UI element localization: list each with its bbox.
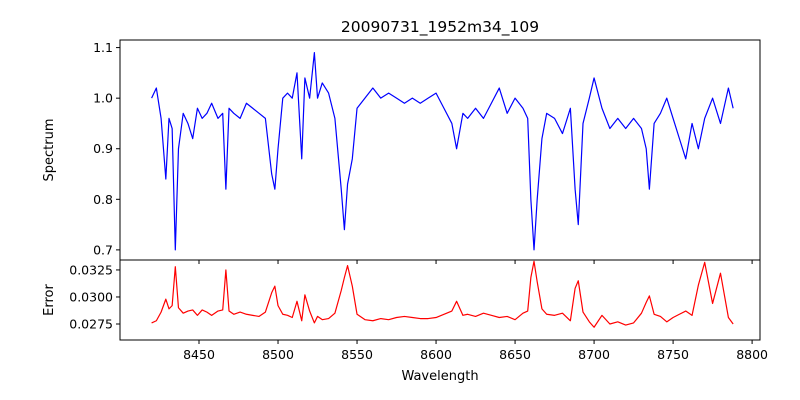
error-x-axis: 8450 8500 8550 8600 8650 8700 8750 8800 <box>183 340 768 362</box>
spectrum-x-ticks <box>198 260 753 264</box>
spectrum-y-tick-label: 1.1 <box>93 40 113 55</box>
error-y-tick-label: 0.0325 <box>69 262 113 277</box>
error-x-tick-label: 8800 <box>736 347 768 362</box>
spectrum-plot-frame <box>119 39 761 261</box>
spectrum-y-tick-label: 1.0 <box>93 91 113 106</box>
error-series <box>151 260 734 328</box>
error-series-line-0 <box>151 260 734 328</box>
spectrum-y-axis-label: Spectrum <box>42 119 57 182</box>
error-y-tick-label: 0.0300 <box>69 289 113 304</box>
error-x-tick-label: 8600 <box>420 347 452 362</box>
error-y-tick-label: 0.0275 <box>69 317 113 332</box>
error-x-tick-label: 8750 <box>657 347 689 362</box>
spectrum-series-line-0 <box>151 52 734 251</box>
spectrum-y-tick-label: 0.8 <box>93 192 113 207</box>
error-x-tick-label: 8700 <box>578 347 610 362</box>
spectrum-y-tick-label: 0.7 <box>93 242 113 257</box>
error-y-axis: 0.0275 0.0300 0.0325 <box>69 262 120 332</box>
x-axis-label: Wavelength <box>401 369 478 384</box>
error-y-axis-label: Error <box>42 284 57 316</box>
error-x-tick-label: 8650 <box>499 347 531 362</box>
chart-title: 20090731_1952m34_109 <box>341 18 539 37</box>
error-plot-frame <box>119 259 761 341</box>
spectrum-y-tick-label: 0.9 <box>93 141 113 156</box>
spectrum-series <box>151 52 734 251</box>
error-x-tick-label: 8550 <box>341 347 373 362</box>
error-x-tick-label: 8500 <box>262 347 294 362</box>
spectrum-y-axis: 0.7 0.8 0.9 1.0 1.1 <box>93 40 120 257</box>
spectrum-panel: 0.7 0.8 0.9 1.0 1.1 Spectrum <box>42 39 761 264</box>
error-x-tick-label: 8450 <box>183 347 215 362</box>
